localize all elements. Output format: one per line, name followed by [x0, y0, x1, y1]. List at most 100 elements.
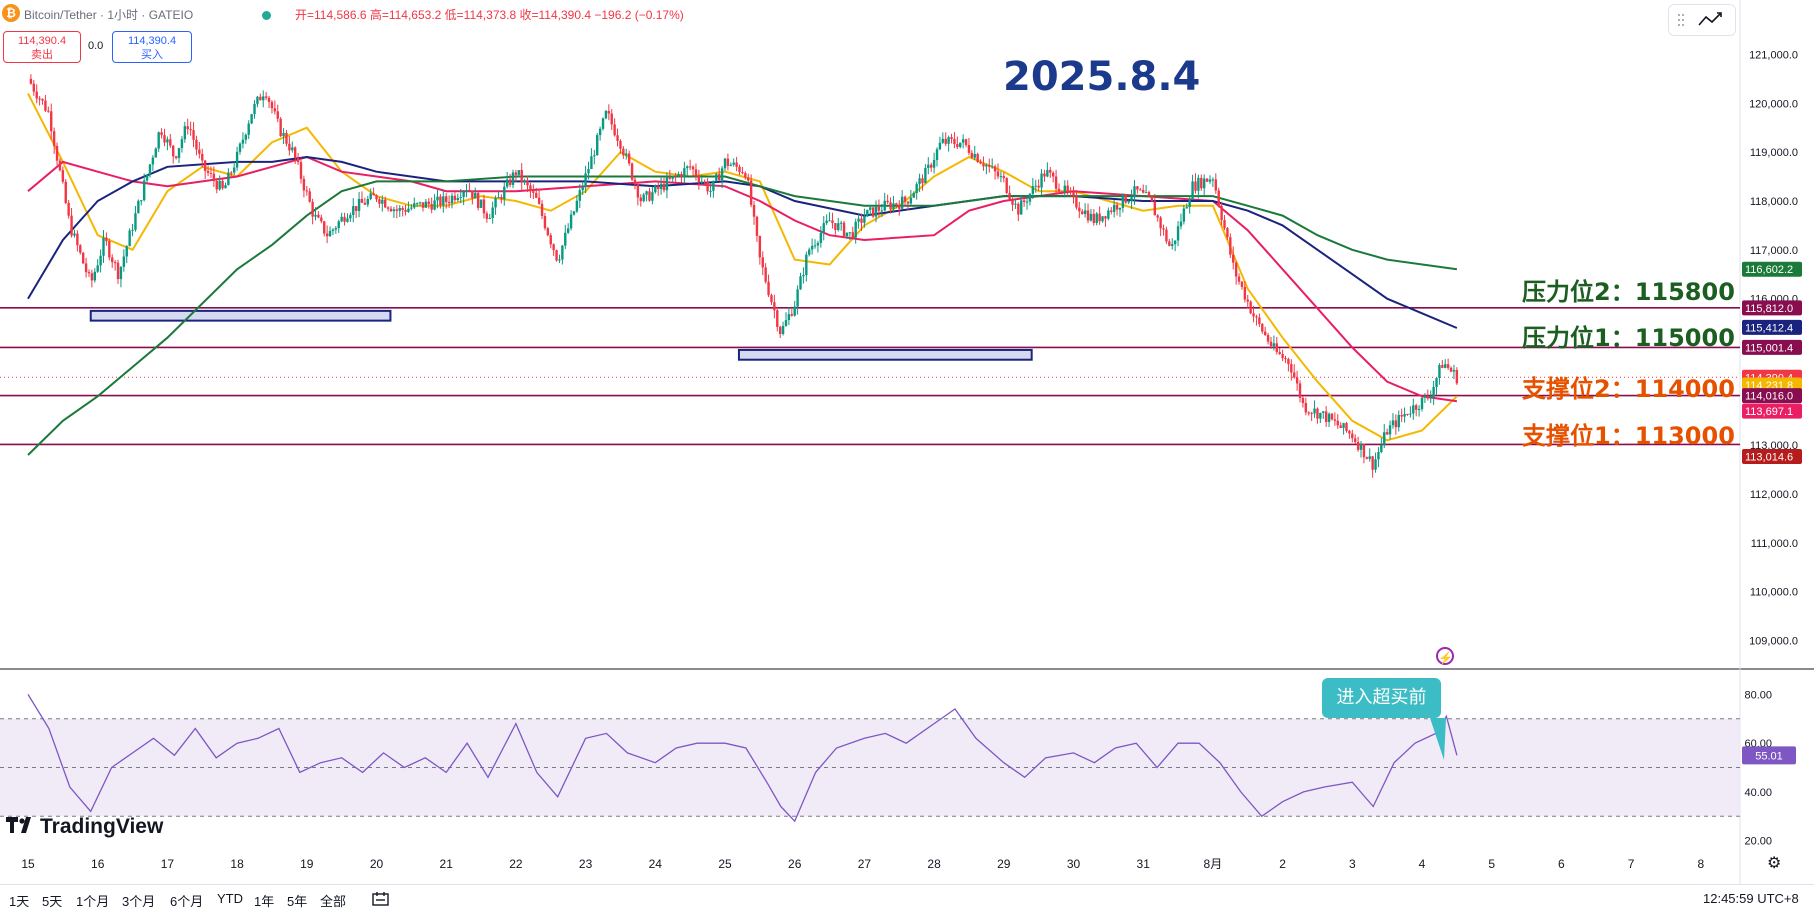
candle-body — [427, 201, 430, 205]
candle-body — [665, 177, 669, 191]
candle-body — [253, 103, 256, 115]
candle-body — [575, 200, 579, 212]
candle-body — [1252, 313, 1255, 317]
candle-body — [1171, 244, 1174, 246]
symbol-title[interactable]: Bitcoin/Tether · 1小时 · GATEIO — [24, 8, 194, 22]
settings-gear-icon[interactable]: ⚙ — [1767, 855, 1782, 872]
rsi-tick-label: 20.00 — [1744, 836, 1772, 848]
candle-body — [514, 172, 518, 175]
candle-body — [773, 302, 776, 311]
candle-body — [601, 118, 605, 129]
price-label: 115,001.4 — [1745, 342, 1793, 354]
range-6m[interactable]: 6个月 — [170, 894, 204, 909]
range-ytd[interactable]: YTD — [217, 891, 243, 906]
buy-button[interactable]: 114,390.4 买入 — [112, 31, 192, 63]
range-3m[interactable]: 3个月 — [122, 894, 156, 909]
candle-body — [296, 158, 300, 163]
candle-body — [140, 200, 143, 202]
candle-body — [967, 145, 971, 153]
candle-body — [157, 132, 160, 149]
candle-body — [67, 202, 70, 216]
candle-body — [1130, 197, 1133, 201]
buy-price: 114,390.4 — [127, 35, 177, 47]
candle-body — [770, 295, 773, 303]
tradingview-logo[interactable]: TradingView — [6, 815, 163, 839]
candle-body — [584, 173, 587, 188]
candle-body — [549, 235, 552, 245]
candle-body — [1104, 216, 1107, 219]
x-tick-label: 7 — [1628, 857, 1635, 871]
x-tick-label: 19 — [300, 857, 314, 871]
candle-body — [375, 195, 378, 200]
candle-body — [793, 306, 796, 316]
candle-body — [1298, 383, 1302, 398]
x-tick-label: 5 — [1488, 857, 1495, 871]
range-1d[interactable]: 1天 — [9, 894, 30, 909]
candle-body — [1281, 353, 1284, 359]
range-5d[interactable]: 5天 — [42, 894, 63, 909]
candle-body — [993, 166, 997, 172]
range-5y[interactable]: 5年 — [287, 894, 308, 909]
candle-body — [1211, 179, 1215, 181]
candle-body — [1063, 185, 1066, 193]
candle-body — [572, 211, 576, 215]
candle-body — [169, 139, 172, 146]
candle-body — [1031, 186, 1035, 194]
candle-body — [837, 223, 840, 230]
candle-body — [1383, 432, 1386, 445]
candle-body — [706, 182, 709, 192]
candle-body — [1423, 395, 1427, 398]
candle-body — [950, 137, 953, 140]
candle-body — [183, 126, 187, 140]
candle-body — [1037, 185, 1040, 188]
candle-body — [761, 257, 764, 268]
candle-body — [720, 168, 724, 181]
candle-body — [413, 203, 416, 208]
candle-body — [1307, 412, 1310, 414]
candle-body — [938, 142, 942, 150]
candle-body — [38, 98, 41, 100]
candle-body — [488, 218, 491, 220]
candle-body — [1043, 173, 1046, 177]
price-label-bg — [1742, 388, 1802, 404]
candle-body — [206, 170, 210, 173]
candle-body — [1014, 203, 1017, 205]
rsi-line-0 — [27, 694, 1458, 823]
range-1y[interactable]: 1年 — [254, 894, 275, 909]
date-range-icon[interactable] — [372, 891, 390, 910]
candle-body — [163, 135, 166, 143]
x-tick-label: 2 — [1279, 857, 1286, 871]
spread-value: 0.0 — [88, 40, 104, 52]
range-all[interactable]: 全部 — [320, 894, 347, 909]
candle-body — [915, 184, 918, 193]
candle-body — [279, 118, 282, 137]
rsi-callout-pointer — [1430, 718, 1446, 760]
candle-body — [956, 144, 959, 147]
candle-body — [360, 198, 364, 203]
candle-body — [1107, 210, 1110, 219]
candle-body — [781, 325, 785, 334]
candle-body — [232, 167, 236, 173]
candle-body — [238, 143, 242, 152]
candle-body — [311, 201, 314, 217]
candle-body — [732, 162, 735, 165]
candle-body — [694, 169, 698, 177]
candle-body — [723, 158, 727, 169]
lightning-icon[interactable]: ⚡ — [1436, 647, 1454, 665]
candle-body — [1255, 316, 1258, 318]
chart-canvas[interactable]: 121,000.0 120,000.0 119,000.0 118,000.0 117,… — [0, 0, 1814, 884]
candle-body — [1403, 413, 1406, 417]
rsi-current-label-bg — [1742, 746, 1796, 765]
candle-body — [47, 110, 50, 112]
candle-body — [41, 98, 44, 101]
candle-body — [578, 190, 581, 201]
candle-body — [752, 204, 756, 217]
candle-body — [988, 164, 991, 167]
sell-button[interactable]: 114,390.4 卖出 — [3, 31, 81, 63]
candle-body — [415, 203, 419, 205]
range-1m[interactable]: 1个月 — [76, 894, 110, 909]
candle-body — [1025, 201, 1029, 203]
candle-body — [288, 143, 291, 151]
chart-type-button[interactable] — [1668, 4, 1736, 36]
candle-body — [607, 110, 611, 114]
